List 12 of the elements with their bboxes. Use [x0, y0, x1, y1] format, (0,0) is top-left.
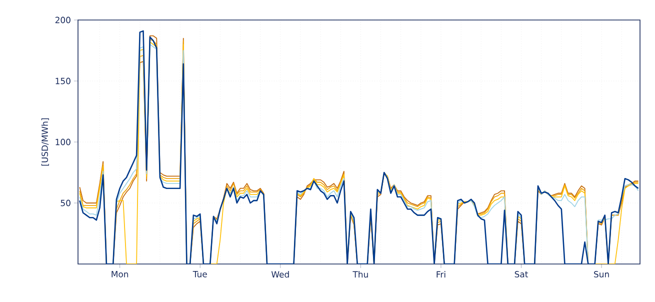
- y-axis-title: [USD/MWh]: [41, 118, 49, 166]
- x-tick-label: Sat: [514, 271, 528, 278]
- x-tick-label: Wed: [271, 271, 289, 278]
- x-tick-label: Sun: [594, 271, 609, 278]
- x-tick-label: Fri: [436, 271, 446, 278]
- x-tick-label: Thu: [352, 271, 368, 278]
- x-tick-label: Mon: [112, 271, 128, 278]
- y-tick-label: 50: [60, 200, 70, 206]
- y-tick-label: 200: [55, 16, 70, 24]
- x-tick-label: Tue: [192, 271, 207, 278]
- y-tick-label: 100: [56, 138, 70, 146]
- y-tick-label: 150: [56, 78, 70, 84]
